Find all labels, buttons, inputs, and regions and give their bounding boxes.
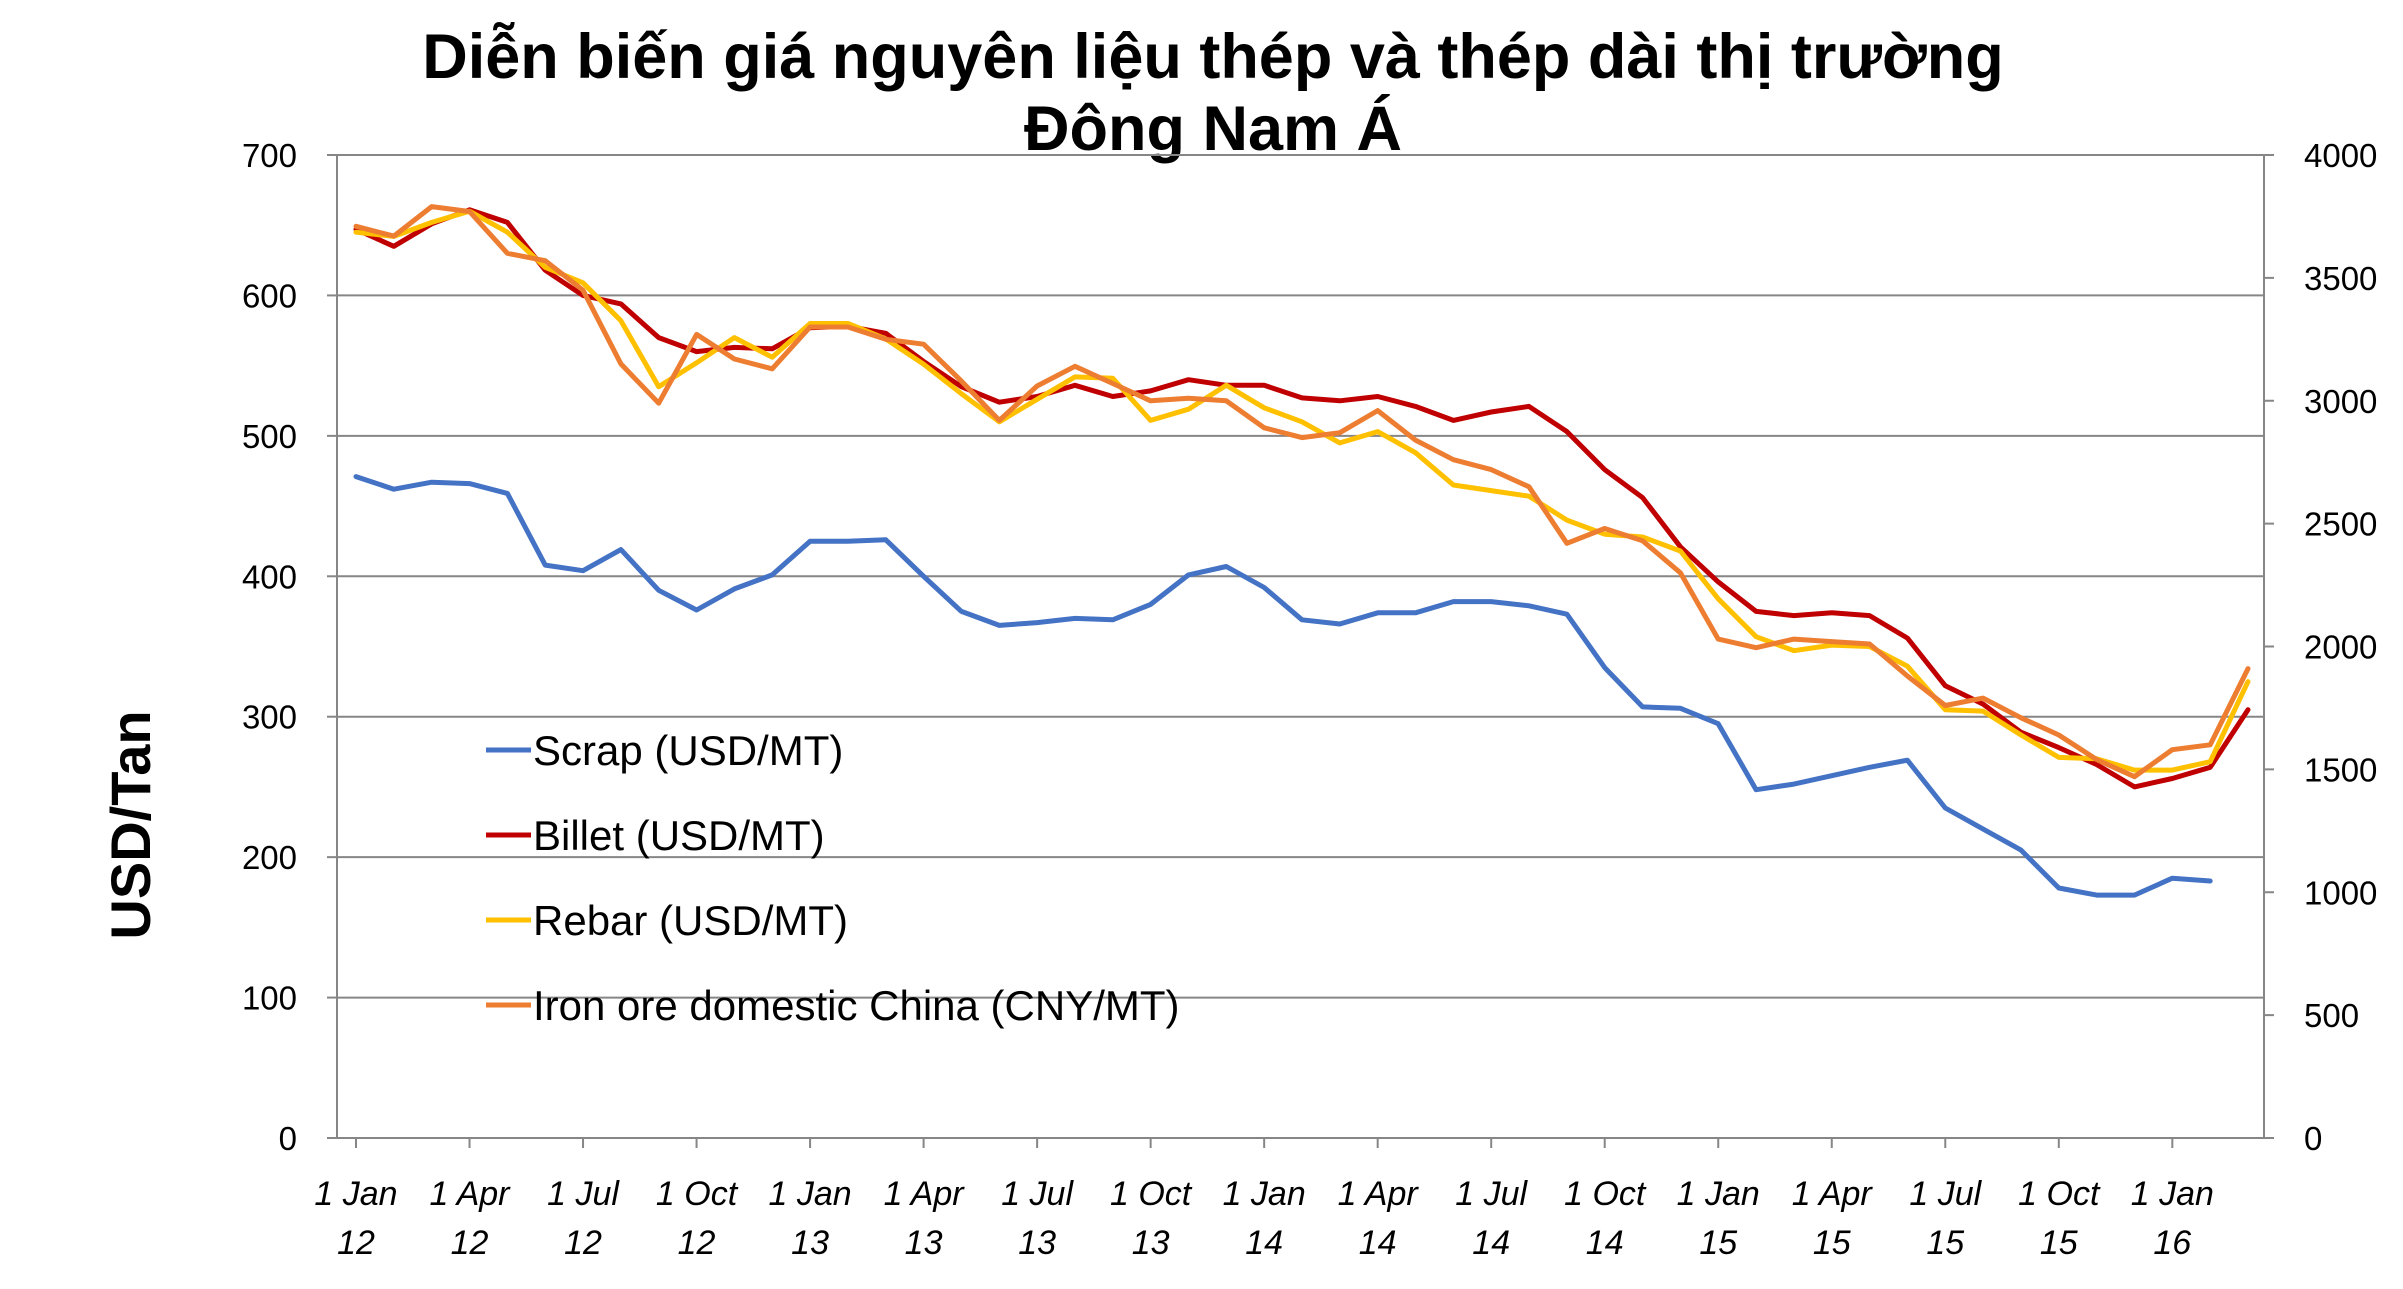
x-tick-label-line-1: 1 Oct [1110,1175,1193,1213]
chart-title-line-2: Đông Nam Á [1024,94,1402,164]
y2-tick-labels: 0 500 1000 1500 2000 2500 3000 3500 4000 [2304,137,2377,1157]
legend-label-3: Rebar (USD/MT) [533,897,848,944]
x-tick-label-line-2: 13 [791,1224,829,1262]
x-tick-label-line-1: 1 Oct [2018,1175,2101,1213]
y2-tick-label: 2500 [2304,506,2377,543]
y2-tick-label: 2000 [2304,629,2377,666]
x-tick-label-line-1: 1 Oct [1564,1175,1647,1213]
series-line-2 [353,207,2251,790]
x-tick-labels: 1 Jan 12 1 Apr 12 1 Jul 12 1 Oct 12 1 Jan 13 1 Apr… [314,1175,2214,1262]
x-tick-label-line-2: 12 [451,1224,489,1262]
y2-tick-label: 3500 [2304,260,2377,297]
legend-label-2: Billet (USD/MT) [533,812,825,859]
y2-tick-label: 3000 [2304,383,2377,420]
x-tick-label-line-1: 1 Jan [1677,1175,1760,1213]
x-tick-label-line-2: 14 [1245,1224,1283,1262]
x-tick-label-line-1: 1 Jan [314,1175,397,1213]
y-tick-label: 600 [242,277,297,314]
x-tick-label-line-1: 1 Apr [884,1175,966,1213]
y2-tick-label: 1000 [2304,874,2377,911]
x-tick-label-line-1: 1 Jul [1001,1175,1074,1213]
y-tick-label: 100 [242,980,297,1017]
y-tick-label: 300 [242,699,297,736]
x-tick-label-line-2: 12 [564,1224,602,1262]
x-tick-label-line-1: 1 Jan [1223,1175,1306,1213]
x-tick-label-line-1: 1 Jul [547,1175,620,1213]
x-tick-label-line-1: 1 Jan [768,1175,851,1213]
x-tick-label-line-1: 1 Jan [2131,1175,2214,1213]
series-lines [353,204,2251,898]
y2-tick-label: 0 [2304,1120,2322,1157]
x-tick-label-line-2: 13 [1132,1224,1170,1262]
x-tick-label-line-2: 15 [1813,1224,1851,1262]
axes [327,154,2274,1148]
y2-tick-label: 500 [2304,997,2359,1034]
y-tick-label: 400 [242,558,297,595]
x-tick-label-line-2: 15 [1699,1224,1737,1262]
x-tick-label-line-2: 13 [905,1224,943,1262]
x-tick-label-line-2: 16 [2153,1224,2191,1262]
x-tick-label-line-2: 15 [1926,1224,1964,1262]
series-line-1 [353,474,2213,898]
x-tick-label-line-2: 13 [1018,1224,1056,1262]
x-tick-label-line-2: 12 [678,1224,716,1262]
y-tick-label: 0 [279,1120,297,1157]
y-axis-label: USD/Tan [99,710,162,939]
gridlines [337,154,2264,999]
y-tick-label: 700 [242,137,297,174]
x-tick-label-line-1: 1 Apr [1338,1175,1420,1213]
y-tick-labels: 0 100 200 300 400 500 600 700 [242,137,297,1157]
y-tick-label: 500 [242,418,297,455]
x-tick-label-line-1: 1 Apr [1792,1175,1874,1213]
x-tick-label-line-2: 14 [1472,1224,1510,1262]
legend-label-4: Iron ore domestic China (CNY/MT) [533,982,1180,1029]
x-tick-label-line-1: 1 Jul [1455,1175,1528,1213]
x-tick-label-line-1: 1 Apr [430,1175,512,1213]
chart-title-line-1: Diễn biến giá nguyên liệu thép và thép d… [422,22,2004,92]
x-tick-label-line-2: 14 [1586,1224,1624,1262]
x-tick-label-line-1: 1 Oct [656,1175,739,1213]
legend: Scrap (USD/MT) Billet (USD/MT) Rebar (USD/… [486,727,1180,1029]
x-tick-label-line-1: 1 Jul [1909,1175,1982,1213]
x-tick-label-line-2: 14 [1359,1224,1397,1262]
x-tick-label-line-2: 15 [2040,1224,2078,1262]
legend-label-1: Scrap (USD/MT) [533,727,843,774]
y-tick-label: 200 [242,839,297,876]
x-tick-label-line-2: 12 [337,1224,375,1262]
y2-tick-label: 1500 [2304,751,2377,788]
series-line-4 [353,204,2251,780]
y2-tick-label: 4000 [2304,137,2377,174]
